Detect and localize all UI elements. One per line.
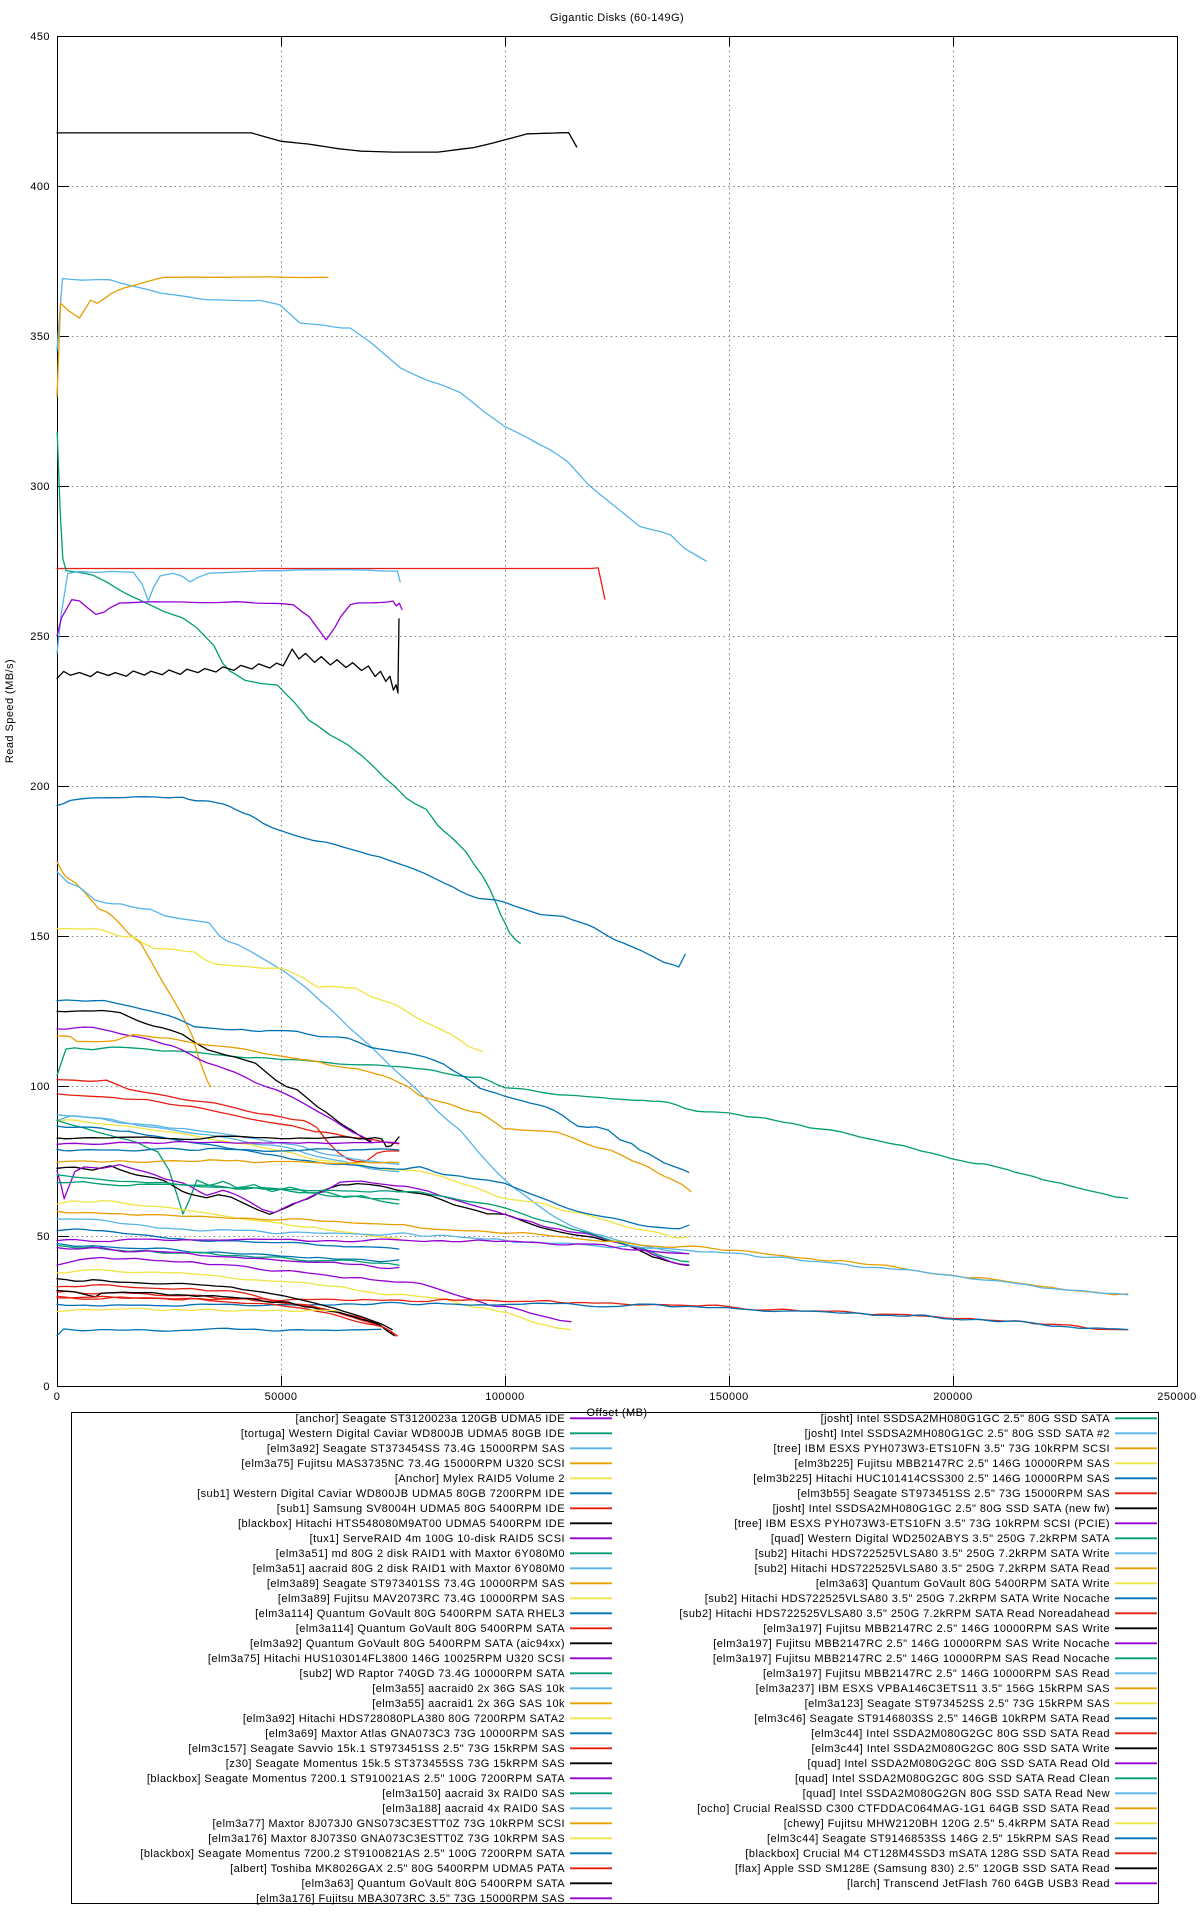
svg-text:250000: 250000 [1157,1391,1196,1403]
svg-text:[elm3a89] Seagate ST973401SS 7: [elm3a89] Seagate ST973401SS 73.4G 10000… [267,1578,565,1590]
svg-text:200: 200 [30,781,50,793]
svg-text:[elm3a176] Fujitsu MBA3073RC 3: [elm3a176] Fujitsu MBA3073RC 3.5" 73G 15… [256,1893,565,1905]
svg-text:0: 0 [54,1391,61,1403]
svg-text:[anchor] Seagate ST3120023a 12: [anchor] Seagate ST3120023a 120GB UDMA5 … [296,1413,565,1425]
svg-text:[flax] Apple SSD SM128E (Samsu: [flax] Apple SSD SM128E (Samsung 830) 2.… [735,1863,1110,1875]
svg-text:[elm3a69] Maxtor Atlas GNA073C: [elm3a69] Maxtor Atlas GNA073C3 73G 1000… [265,1728,565,1740]
svg-text:[elm3a114] Quantum GoVault 80G: [elm3a114] Quantum GoVault 80G 5400RPM S… [255,1608,565,1620]
svg-text:[josht] Intel SSDSA2MH080G1GC: [josht] Intel SSDSA2MH080G1GC 2.5" 80G S… [821,1413,1111,1425]
svg-text:[quad] Western Digital WD2502A: [quad] Western Digital WD2502ABYS 3.5" 2… [771,1533,1110,1545]
svg-text:[elm3a197] Fujitsu MBB2147RC 2: [elm3a197] Fujitsu MBB2147RC 2.5" 146G 1… [763,1623,1110,1635]
svg-text:[z30] Seagate Momentus 15k.5 S: [z30] Seagate Momentus 15k.5 ST373455SS … [226,1758,565,1770]
svg-text:[elm3c44] Intel SSDA2M080G2GC: [elm3c44] Intel SSDA2M080G2GC 80G SSD SA… [811,1728,1110,1740]
svg-text:[elm3a55] aacraid1 2x 36G SAS: [elm3a55] aacraid1 2x 36G SAS 10k [372,1698,565,1710]
svg-text:[ocho] Crucial RealSSD C300 CT: [ocho] Crucial RealSSD C300 CTFDDAC064MA… [697,1803,1110,1815]
svg-text:[josht] Intel SSDSA2MH080G1GC: [josht] Intel SSDSA2MH080G1GC 2.5" 80G S… [805,1428,1110,1440]
svg-text:Read Speed (MB/s): Read Speed (MB/s) [4,659,16,763]
svg-text:[elm3a114] Quantum GoVault 80G: [elm3a114] Quantum GoVault 80G 5400RPM S… [296,1623,565,1635]
svg-text:[elm3a176] Maxtor 8J073S0 GNA0: [elm3a176] Maxtor 8J073S0 GNA073C3ESTT0Z… [208,1833,565,1845]
svg-text:450: 450 [30,31,50,43]
svg-text:[elm3a92] Hitachi HDS728080PLA: [elm3a92] Hitachi HDS728080PLA380 80G 72… [243,1713,565,1725]
svg-text:[tree] IBM ESXS PYH073W3-ETS10: [tree] IBM ESXS PYH073W3-ETS10FN 3.5" 73… [734,1518,1110,1530]
svg-text:[elm3b55] Seagate ST973451SS 2: [elm3b55] Seagate ST973451SS 2.5" 73G 15… [797,1488,1110,1500]
svg-text:[elm3b225] Fujitsu MBB2147RC 2: [elm3b225] Fujitsu MBB2147RC 2.5" 146G 1… [795,1458,1110,1470]
svg-text:[chewy] Fujitsu MHW2120BH 120G: [chewy] Fujitsu MHW2120BH 120G 2.5" 5.4k… [784,1818,1110,1830]
svg-text:[blackbox] Hitachi HTS548080M9: [blackbox] Hitachi HTS548080M9AT00 UDMA5… [238,1518,565,1530]
svg-text:[elm3a51] md 80G 2 disk RAID1: [elm3a51] md 80G 2 disk RAID1 with Maxto… [276,1548,565,1560]
svg-text:[tortuga] Western Digital Cavi: [tortuga] Western Digital Caviar WD800JB… [241,1428,565,1440]
svg-text:[elm3a197] Fujitsu MBB2147RC 2: [elm3a197] Fujitsu MBB2147RC 2.5" 146G 1… [713,1638,1110,1650]
svg-text:200000: 200000 [933,1391,972,1403]
svg-text:[quad] Intel SSDA2M080G2GC 80G: [quad] Intel SSDA2M080G2GC 80G SSD SATA … [795,1773,1110,1785]
svg-text:[sub2] Hitachi HDS722525VLSA80: [sub2] Hitachi HDS722525VLSA80 3.5" 250G… [679,1608,1110,1620]
svg-text:[elm3a75] Fujitsu MAS3735NC 73: [elm3a75] Fujitsu MAS3735NC 73.4G 15000R… [241,1458,565,1470]
svg-text:[elm3a63] Quantum GoVault 80G: [elm3a63] Quantum GoVault 80G 5400RPM SA… [816,1578,1110,1590]
svg-text:[sub2] Hitachi HDS722525VLSA80: [sub2] Hitachi HDS722525VLSA80 3.5" 250G… [705,1593,1110,1605]
svg-text:150000: 150000 [709,1391,748,1403]
svg-text:[elm3a188] aacraid 4x RAID0 SA: [elm3a188] aacraid 4x RAID0 SAS [382,1803,565,1815]
svg-text:[elm3a92] Quantum GoVault 80G: [elm3a92] Quantum GoVault 80G 5400RPM SA… [250,1638,565,1650]
svg-text:[blackbox] Crucial M4 CT128M4S: [blackbox] Crucial M4 CT128M4SSD3 mSATA … [745,1848,1110,1860]
svg-text:150: 150 [30,931,50,943]
svg-text:300: 300 [30,481,50,493]
svg-text:[quad] Intel SSDA2M080G2GN 80G: [quad] Intel SSDA2M080G2GN 80G SSD SATA … [803,1788,1110,1800]
svg-text:[tux1] ServeRAID 4m 100G 10-di: [tux1] ServeRAID 4m 100G 10-disk RAID5 S… [310,1533,565,1545]
svg-text:Offset (MB): Offset (MB) [587,1407,648,1419]
svg-text:[elm3a92] Seagate ST373454SS 7: [elm3a92] Seagate ST373454SS 73.4G 15000… [267,1443,565,1455]
svg-text:[elm3a150] aacraid 3x RAID0 SA: [elm3a150] aacraid 3x RAID0 SAS [382,1788,565,1800]
svg-text:50000: 50000 [265,1391,298,1403]
svg-text:[Anchor] Mylex RAID5 Volume 2: [Anchor] Mylex RAID5 Volume 2 [395,1473,565,1485]
svg-text:[elm3a55] aacraid0 2x 36G SAS: [elm3a55] aacraid0 2x 36G SAS 10k [372,1683,565,1695]
svg-text:[sub1] Samsung SV8004H UDMA5 8: [sub1] Samsung SV8004H UDMA5 80G 5400RPM… [277,1503,565,1515]
svg-text:[josht] Intel SSDSA2MH080G1GC: [josht] Intel SSDSA2MH080G1GC 2.5" 80G S… [773,1503,1110,1515]
svg-text:[blackbox] Seagate Momentus 72: [blackbox] Seagate Momentus 7200.2 ST910… [140,1848,565,1860]
svg-text:[elm3a77] Maxtor 8J073J0 GNS07: [elm3a77] Maxtor 8J073J0 GNS073C3ESTT0Z … [213,1818,565,1830]
svg-text:[elm3a63] Quantum GoVault 80G: [elm3a63] Quantum GoVault 80G 5400RPM SA… [302,1878,566,1890]
svg-text:100: 100 [30,1081,50,1093]
svg-text:[elm3a89] Fujitsu MAV2073RC 73: [elm3a89] Fujitsu MAV2073RC 73.4G 10000R… [278,1593,565,1605]
svg-text:50: 50 [37,1231,50,1243]
svg-text:[elm3a51] aacraid 80G 2 disk R: [elm3a51] aacraid 80G 2 disk RAID1 with … [253,1563,565,1575]
svg-text:[elm3b225] Hitachi HUC101414CS: [elm3b225] Hitachi HUC101414CSS300 2.5" … [753,1473,1110,1485]
svg-text:[larch] Transcend JetFlash 760: [larch] Transcend JetFlash 760 64GB USB3… [847,1878,1110,1890]
svg-text:[sub1] Western Digital Caviar: [sub1] Western Digital Caviar WD800JB UD… [197,1488,565,1500]
svg-text:[elm3c46] Seagate ST9146803SS: [elm3c46] Seagate ST9146803SS 2.5" 146GB… [754,1713,1110,1725]
svg-text:250: 250 [30,631,50,643]
svg-text:[elm3c44] Intel SSDA2M080G2GC: [elm3c44] Intel SSDA2M080G2GC 80G SSD SA… [811,1743,1110,1755]
svg-text:[sub2] WD Raptor 740GD 73.4G 1: [sub2] WD Raptor 740GD 73.4G 10000RPM SA… [300,1668,566,1680]
svg-text:[quad] Intel SSDA2M080G2GC 80G: [quad] Intel SSDA2M080G2GC 80G SSD SATA … [808,1758,1110,1770]
svg-text:[elm3a197] Fujitsu MBB2147RC 2: [elm3a197] Fujitsu MBB2147RC 2.5" 146G 1… [763,1668,1110,1680]
svg-text:[elm3a75] Hitachi HUS103014FL3: [elm3a75] Hitachi HUS103014FL3800 146G 1… [208,1653,565,1665]
svg-text:350: 350 [30,331,50,343]
svg-text:[sub2] Hitachi HDS722525VLSA80: [sub2] Hitachi HDS722525VLSA80 3.5" 250G… [755,1548,1110,1560]
svg-text:[elm3a123] Seagate ST973452SS: [elm3a123] Seagate ST973452SS 2.5" 73G 1… [805,1698,1110,1710]
svg-text:Gigantic Disks (60-149G): Gigantic Disks (60-149G) [550,12,684,24]
svg-text:[sub2] Hitachi HDS722525VLSA80: [sub2] Hitachi HDS722525VLSA80 3.5" 250G… [754,1563,1110,1575]
svg-text:[elm3a237] IBM ESXS VPBA146C3E: [elm3a237] IBM ESXS VPBA146C3ETS11 3.5" … [756,1683,1110,1695]
svg-text:[elm3c157] Seagate Savvio 15k.: [elm3c157] Seagate Savvio 15k.1 ST973451… [188,1743,565,1755]
svg-text:[blackbox] Seagate Momentus 72: [blackbox] Seagate Momentus 7200.1 ST910… [147,1773,565,1785]
svg-text:0: 0 [43,1381,50,1393]
svg-text:[elm3c44] Seagate ST9146853SS: [elm3c44] Seagate ST9146853SS 146G 2.5" … [767,1833,1110,1845]
svg-text:100000: 100000 [485,1391,524,1403]
svg-text:400: 400 [30,181,50,193]
svg-text:[albert] Toshiba MK8026GAX 2.5: [albert] Toshiba MK8026GAX 2.5" 80G 5400… [230,1863,565,1875]
svg-text:[tree] IBM ESXS PYH073W3-ETS10: [tree] IBM ESXS PYH073W3-ETS10FN 3.5" 73… [774,1443,1110,1455]
svg-text:[elm3a197] Fujitsu MBB2147RC 2: [elm3a197] Fujitsu MBB2147RC 2.5" 146G 1… [713,1653,1110,1665]
